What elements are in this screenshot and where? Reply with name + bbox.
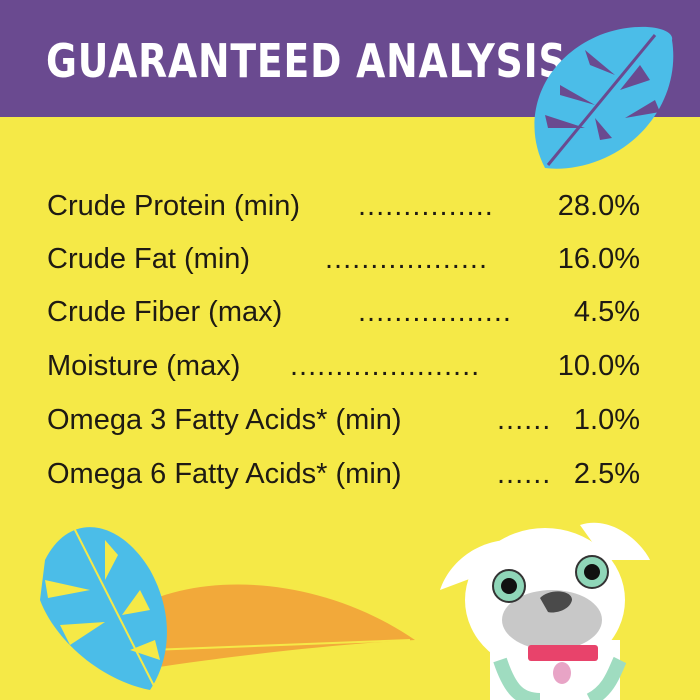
dot-leader: ...... (497, 404, 552, 436)
nutrient-value: 1.0% (573, 404, 640, 436)
nutrient-label: Omega 6 Fatty Acids* (min) (47, 458, 402, 490)
dot-leader: ................. (358, 296, 512, 328)
nutrient-label: Crude Protein (min) (47, 190, 301, 222)
nutrient-value: 4.5% (573, 296, 640, 328)
dot-leader: .................. (325, 243, 489, 275)
nutrient-label: Crude Fat (min) (47, 243, 251, 275)
analysis-row-omega-6: Omega 6 Fatty Acids* (min) ...... 2.5% (47, 458, 640, 498)
palm-leaf-icon (130, 584, 415, 670)
dot-leader: ...... (497, 458, 552, 490)
nutrient-value: 16.0% (557, 243, 640, 275)
nutrient-value: 2.5% (573, 458, 640, 490)
page-title: GUARANTEED ANALYSIS (46, 34, 567, 88)
nutrient-label: Moisture (max) (47, 350, 241, 382)
analysis-row-crude-protein: Crude Protein (min) ............... 28.0… (47, 190, 640, 230)
nutrient-label: Crude Fiber (max) (47, 296, 283, 328)
top-leaf-icon (534, 26, 674, 169)
analysis-row-moisture: Moisture (max) ..................... 10.… (47, 350, 640, 390)
analysis-row-omega-3: Omega 3 Fatty Acids* (min) ...... 1.0% (47, 404, 640, 444)
dot-leader: ............... (358, 190, 494, 222)
dog-illustration-icon (440, 522, 650, 700)
bottom-leaf-icon (40, 519, 167, 690)
analysis-row-crude-fiber: Crude Fiber (max) ................. 4.5% (47, 296, 640, 336)
nutrient-value: 10.0% (557, 350, 640, 382)
analysis-row-crude-fat: Crude Fat (min) .................. 16.0% (47, 243, 640, 283)
nutrient-label: Omega 3 Fatty Acids* (min) (47, 404, 402, 436)
nutrient-value: 28.0% (557, 190, 640, 222)
dot-leader: ..................... (290, 350, 481, 382)
